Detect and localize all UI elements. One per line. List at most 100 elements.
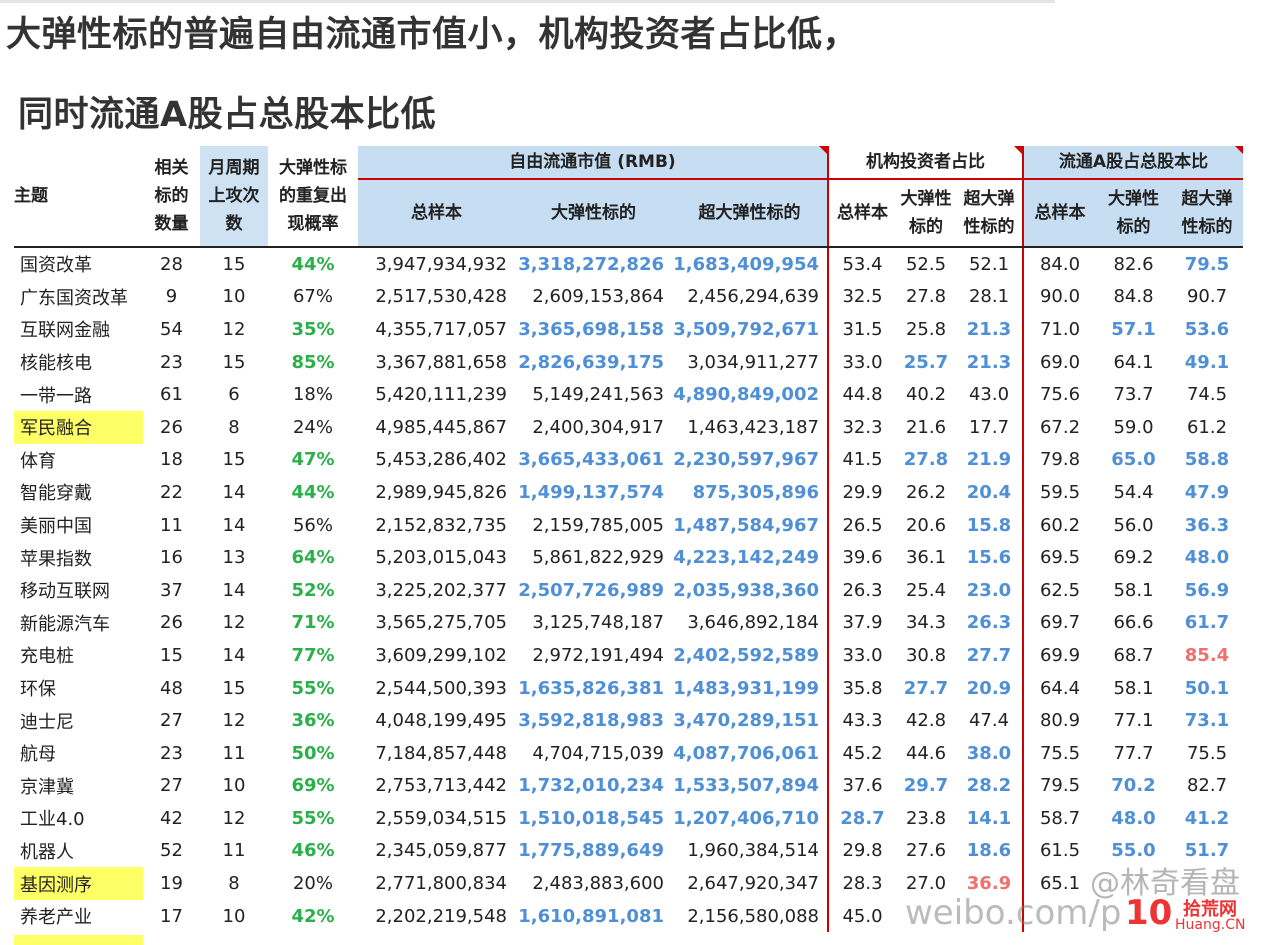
inst-total: 39.6 — [827, 541, 896, 574]
float-total: 69.5 — [1022, 541, 1096, 574]
inst-super: 21.3 — [966, 351, 1012, 373]
monthly-rise: 13 — [222, 547, 246, 569]
float-super: 61.2 — [1186, 416, 1228, 438]
watermark-url: weibo.com/p — [905, 893, 1122, 933]
monthly-rise: 8 — [228, 416, 240, 438]
cap-elastic: 3,365,698,158 — [518, 318, 664, 340]
table-row: 养老产业 17 10 42% 2,202,219,548 1,610,891,081 2,1… — [14, 899, 1243, 933]
float-total: 79.5 — [1022, 769, 1096, 803]
repeat-prob: 85% — [291, 351, 335, 373]
repeat-prob: 36% — [291, 710, 335, 732]
repeat-prob: 69% — [291, 775, 335, 797]
theme-name: 国资改革 — [20, 255, 92, 277]
cap-elastic: 1,732,010,234 — [518, 775, 664, 797]
inst-total: 33.0 — [827, 639, 896, 672]
monthly-rise: 8 — [228, 873, 240, 895]
related-count: 37 — [160, 579, 183, 601]
theme-name: 互联网金融 — [20, 320, 110, 342]
monthly-rise: 15 — [222, 351, 246, 373]
cap-super: 2,035,938,360 — [673, 579, 819, 601]
cap-total: 2,345,059,877 — [375, 840, 507, 862]
table-row: 军民融合 26 8 24% 4,985,445,867 2,400,304,917 1,46… — [14, 410, 1243, 444]
cap-total: 4,355,717,057 — [375, 318, 507, 340]
table-row: 体育 18 15 47% 5,453,286,402 3,665,433,061 2,230… — [14, 443, 1243, 477]
cap-super: 3,646,892,184 — [687, 612, 819, 634]
float-super: 47.9 — [1184, 481, 1230, 503]
table-row: 一带一路 61 6 18% 5,420,111,239 5,149,241,563 4,89… — [14, 378, 1243, 411]
header-float-total: 总样本 — [1022, 179, 1096, 248]
cap-elastic: 3,125,748,187 — [532, 612, 664, 634]
cap-total: 2,544,500,393 — [375, 677, 507, 699]
monthly-rise: 6 — [228, 384, 240, 406]
header-cap-super: 超大弹性标的 — [672, 179, 828, 248]
logo-name: 拾荒网 — [1183, 899, 1237, 920]
float-super: 74.5 — [1186, 384, 1228, 406]
inst-super: 15.8 — [966, 514, 1012, 536]
inst-elastic: 42.8 — [905, 710, 947, 732]
table-row: 广东国资改革 9 10 67% 2,517,530,428 2,609,153,864 2,… — [14, 280, 1243, 314]
inst-elastic: 44.6 — [905, 742, 947, 764]
related-count: 16 — [160, 547, 183, 569]
inst-super: 47.4 — [968, 710, 1010, 732]
repeat-prob: 44% — [291, 253, 335, 275]
float-super: 50.1 — [1184, 677, 1230, 699]
header-cap-total: 总样本 — [358, 179, 515, 248]
float-elastic: 68.7 — [1113, 644, 1154, 666]
inst-total: 26.5 — [827, 508, 896, 542]
table-row: 互联网金融 54 12 35% 4,355,717,057 3,365,698,158 3,… — [14, 313, 1243, 346]
float-super: 53.6 — [1184, 318, 1230, 340]
theme-name: 养老产业 — [20, 907, 92, 929]
header-inst-elastic: 大弹性 标的 — [896, 179, 956, 248]
cap-super: 1,483,931,199 — [673, 677, 819, 699]
repeat-prob: 24% — [292, 416, 333, 438]
header-monthly-rise: 月周期 上攻次数 — [200, 146, 268, 248]
cap-super: 2,647,920,347 — [687, 873, 819, 895]
page-title-line1: 大弹性标的普遍自由流通市值小，机构投资者占比低， — [6, 15, 859, 55]
float-total: 75.6 — [1022, 378, 1096, 411]
monthly-rise: 10 — [222, 905, 246, 927]
table-row: 国资改革 28 15 44% 3,947,934,932 3,318,272,826 1,6… — [14, 247, 1243, 281]
float-elastic: 65.0 — [1111, 449, 1156, 471]
related-count: 27 — [160, 710, 183, 732]
inst-super: 20.4 — [966, 481, 1012, 503]
float-super: 73.1 — [1184, 710, 1230, 732]
cap-super: 1,487,584,967 — [673, 514, 819, 536]
float-total: 65.1 — [1022, 867, 1096, 900]
related-count: 9 — [165, 286, 178, 308]
top-divider — [0, 0, 1055, 3]
theme-name: 基因测序 — [14, 867, 143, 900]
inst-total: 32.5 — [827, 280, 896, 314]
cap-super: 4,087,706,061 — [673, 742, 819, 764]
related-count: 19 — [160, 873, 183, 895]
cap-super: 1,683,409,954 — [673, 253, 819, 275]
data-table: 主题 相关 标的 数量 月周期 上攻次数 大弹性标 的重复出 现概率 自由流通市值 (RM… — [14, 146, 1243, 933]
inst-super: 28.1 — [968, 286, 1010, 308]
monthly-rise: 14 — [222, 579, 246, 601]
table-row: 工业4.0 42 12 55% 2,559,034,515 1,510,018,545 1,… — [14, 802, 1243, 835]
table-row: 核能核电 23 15 85% 3,367,881,658 2,826,639,175 3,0… — [14, 345, 1243, 379]
repeat-prob: 35% — [291, 318, 335, 340]
inst-super: 43.0 — [968, 384, 1010, 406]
inst-elastic: 23.8 — [905, 807, 947, 829]
cap-elastic: 2,972,191,494 — [532, 644, 664, 666]
cap-elastic: 2,826,639,175 — [518, 351, 664, 373]
inst-elastic: 36.1 — [905, 547, 947, 569]
repeat-prob: 46% — [291, 840, 335, 862]
inst-super: 21.9 — [966, 449, 1012, 471]
header-group-market-cap: 自由流通市值 (RMB) — [358, 146, 828, 180]
inst-total: 53.4 — [827, 247, 896, 281]
float-super: 41.2 — [1184, 807, 1230, 829]
logo-number: 10 — [1125, 893, 1173, 933]
cap-elastic: 5,861,822,929 — [532, 547, 664, 569]
theme-name: 美丽中国 — [20, 516, 92, 538]
repeat-prob: 64% — [291, 547, 335, 569]
theme-name: 广东国资改革 — [20, 287, 128, 309]
float-super: 48.0 — [1184, 547, 1230, 569]
float-total: 60.2 — [1022, 508, 1096, 542]
cap-total: 7,184,857,448 — [375, 742, 507, 764]
theme-name: 迪士尼 — [20, 711, 74, 733]
cap-total: 3,367,881,658 — [375, 351, 507, 373]
cap-total: 2,771,800,834 — [375, 873, 507, 895]
inst-super: 21.3 — [966, 318, 1012, 340]
table-row: 航母 23 11 50% 7,184,857,448 4,704,715,039 4,087… — [14, 736, 1243, 770]
